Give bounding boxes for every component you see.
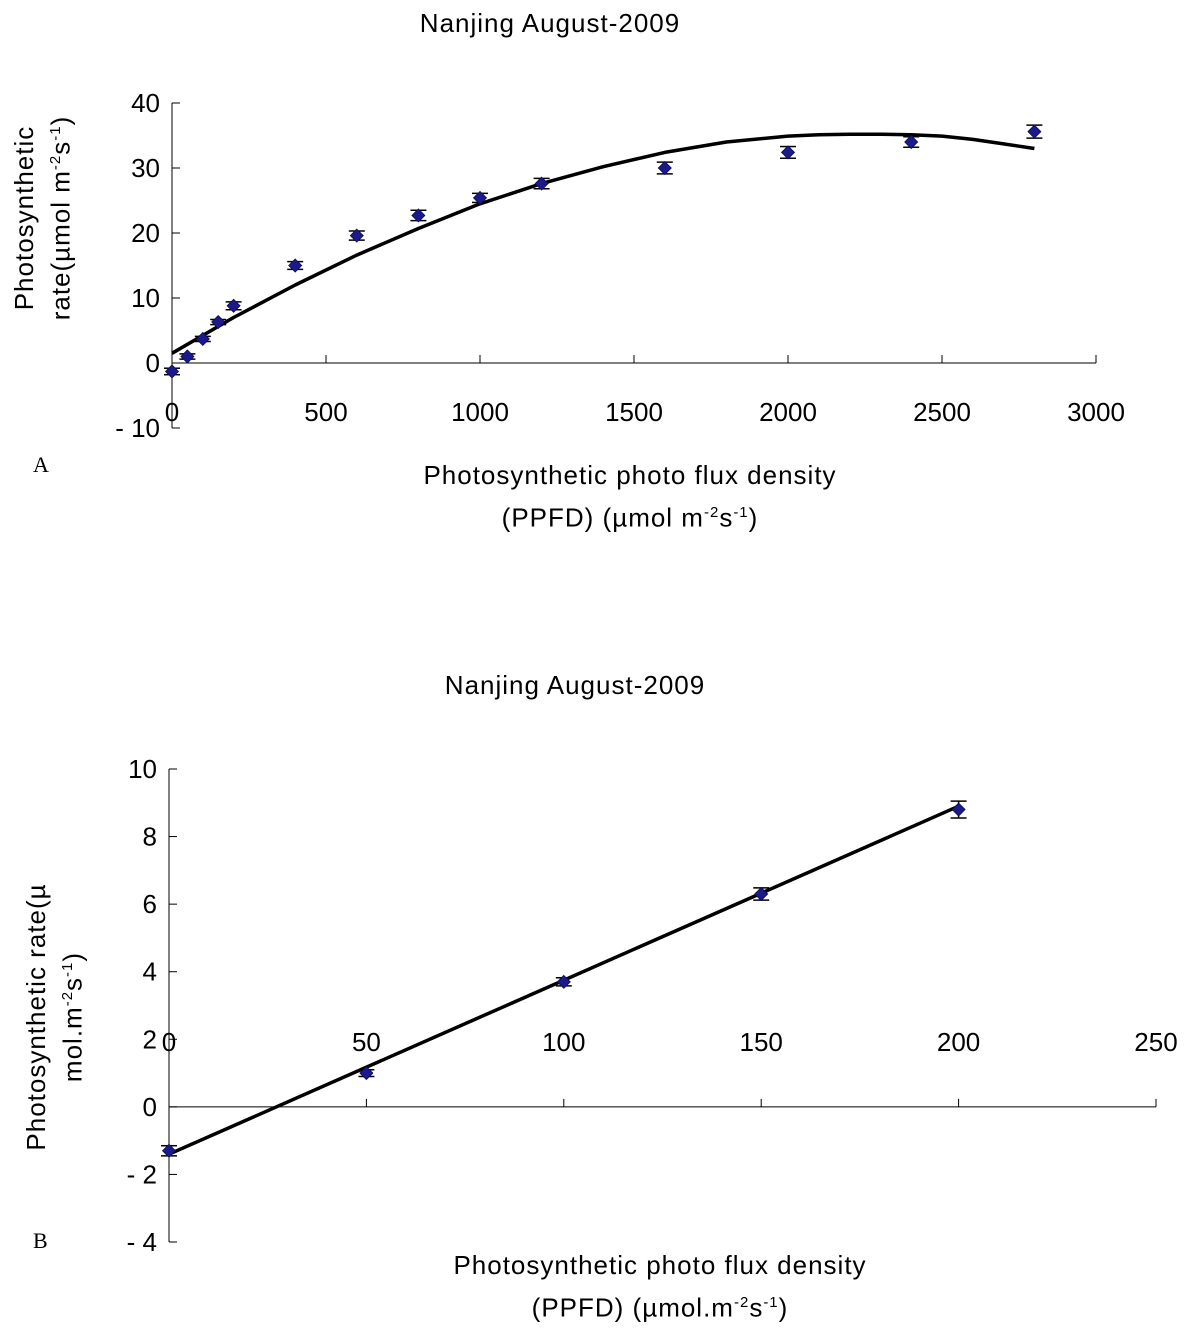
data-point (534, 176, 549, 191)
x-tick-label: 500 (304, 397, 347, 427)
y-tick-label: - 4 (127, 1227, 157, 1257)
data-point (180, 349, 195, 364)
data-point (1027, 124, 1042, 139)
data-point (195, 331, 210, 347)
y-tick-label: 0 (143, 1092, 157, 1122)
y-tick-label: 30 (131, 153, 160, 183)
x-tick-label: 1500 (605, 397, 663, 427)
y-tick-label: 8 (143, 822, 157, 852)
x-tick-label: 50 (352, 1027, 381, 1057)
y-tick-label: 40 (131, 88, 160, 118)
panel-letter-a: A (33, 452, 49, 477)
x-tick-label: 2000 (759, 397, 817, 427)
y-tick-label: 4 (143, 957, 157, 987)
data-point (556, 974, 571, 989)
x-tick-label: 1000 (451, 397, 509, 427)
data-point (226, 298, 241, 313)
y-axis-label-a-line1: Photosynthetic (9, 125, 39, 311)
data-point (780, 145, 796, 160)
y-tick-label: - 2 (127, 1159, 157, 1189)
chart-title-a: Nanjing August-2009 (419, 8, 681, 38)
x-axis-label-a-line1: Photosynthetic photo flux density (423, 460, 837, 490)
data-point (288, 258, 303, 273)
x-axis-label-b-line2: (PPFD) (µmol.m-2s-1) (531, 1292, 789, 1323)
y-axis-label-b-line2: mol.m-2s-1) (57, 951, 88, 1083)
y-tick-label: 2 (143, 1024, 157, 1054)
y-axis-label-b-line1: Photosynthetic rate(µ (21, 883, 51, 1151)
y-tick-label: 20 (131, 218, 160, 248)
x-axis-label-a-line2: (PPFD) (µmol m-2s-1) (501, 502, 759, 533)
data-point (161, 1143, 177, 1158)
data-point (359, 1066, 374, 1081)
y-tick-label: - 10 (115, 413, 160, 443)
x-axis-label-a: Photosynthetic photo flux density (PPFD)… (250, 456, 1010, 537)
x-axis-label-b-line1: Photosynthetic photo flux density (453, 1250, 867, 1280)
y-tick-label: 10 (131, 283, 160, 313)
y-tick-label: 10 (128, 754, 157, 784)
y-tick-label: 6 (143, 889, 157, 919)
fit-curve (171, 132, 1035, 355)
x-tick-label: 3000 (1067, 397, 1125, 427)
data-point (349, 228, 364, 243)
x-tick-label: 0 (165, 397, 179, 427)
x-tick-label: 150 (740, 1027, 783, 1057)
panel-letter-b: B (33, 1228, 48, 1253)
x-tick-label: 0 (162, 1027, 176, 1057)
data-point (164, 364, 180, 379)
y-axis-label-b: Photosynthetic rate(µ mol.m-2s-1) (20, 822, 89, 1212)
data-point (657, 160, 672, 176)
y-axis-label-a-line2: rate(µmol m-2s-1) (45, 115, 76, 321)
x-tick-label: 200 (937, 1027, 980, 1057)
data-point (411, 208, 426, 223)
chart-panel-a: Nanjing August-2009 - 10 0 10 20 30 40 0 500 100… (0, 0, 1190, 610)
chart-title-b: Nanjing August-2009 (444, 670, 706, 700)
data-point (904, 134, 919, 150)
y-axis-label-a: Photosynthetic rate(µmol m-2s-1) (8, 58, 77, 378)
x-tick-label: 2500 (913, 397, 971, 427)
data-point (951, 802, 966, 817)
data-point (754, 886, 769, 902)
chart-panel-b: Nanjing August-2009 - 4- 2 0 2 4 6 8 10 0 50 100 1… (0, 660, 1190, 1333)
x-tick-label: 250 (1134, 1027, 1177, 1057)
data-point (211, 314, 226, 330)
x-axis-label-b: Photosynthetic photo flux density (PPFD)… (280, 1246, 1040, 1327)
x-tick-label: 100 (542, 1027, 585, 1057)
y-tick-label: 0 (146, 348, 160, 378)
data-point (472, 190, 488, 205)
